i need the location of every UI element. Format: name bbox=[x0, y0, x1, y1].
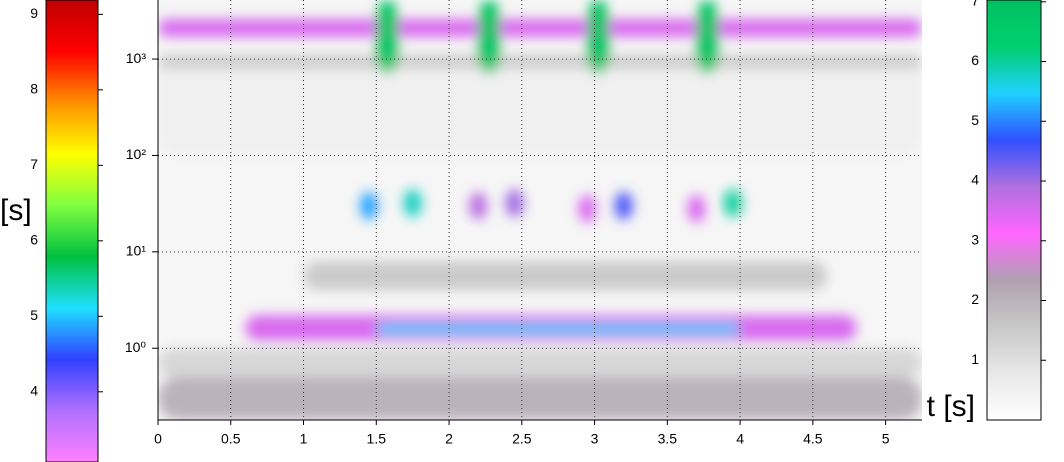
y-tick-label: 10⁰ bbox=[125, 339, 147, 355]
x-tick-label: 2 bbox=[445, 431, 453, 447]
colorbar-tick-label: 6 bbox=[30, 232, 38, 248]
colorbar-tick-label: 2 bbox=[971, 291, 979, 307]
spot bbox=[578, 194, 597, 223]
colorbar-label: t [s] bbox=[927, 390, 975, 423]
colorbar-tick-label: 7 bbox=[971, 0, 979, 8]
colorbar-tick-label: 5 bbox=[971, 112, 979, 128]
band bbox=[696, 0, 719, 74]
x-tick-label: 0.5 bbox=[221, 431, 241, 447]
colorbar-label: [s] bbox=[0, 194, 32, 227]
colorbar-tick-label: 3 bbox=[971, 231, 979, 247]
spot bbox=[614, 191, 633, 220]
x-tick-label: 2.5 bbox=[512, 431, 532, 447]
colorbar bbox=[45, 0, 99, 462]
spot bbox=[403, 189, 422, 218]
spot bbox=[360, 191, 379, 220]
band bbox=[376, 0, 399, 74]
colorbar-tick-label: 6 bbox=[971, 52, 979, 68]
colorbar-tick-label: 7 bbox=[30, 156, 38, 172]
colorbar-tick-label: 1 bbox=[971, 351, 979, 367]
colorbar-tick-label: 4 bbox=[30, 382, 38, 398]
x-tick-label: 1.5 bbox=[367, 431, 387, 447]
band bbox=[158, 348, 922, 378]
band bbox=[158, 19, 922, 37]
heat-layer bbox=[158, 0, 922, 420]
colorbar-tick-label: 4 bbox=[971, 172, 979, 188]
x-tick-label: 3 bbox=[591, 431, 599, 447]
y-tick-label: 10¹ bbox=[126, 243, 147, 259]
spot bbox=[469, 191, 488, 220]
heatmap bbox=[158, 0, 922, 420]
colorbar-tick-label: 8 bbox=[30, 81, 38, 97]
colorbar-tick-label: 9 bbox=[30, 5, 38, 21]
x-tick-label: 0 bbox=[154, 431, 162, 447]
spot bbox=[505, 189, 524, 218]
x-tick-label: 4 bbox=[736, 431, 744, 447]
colorbar bbox=[986, 0, 1042, 421]
colorbar-tick-label: 5 bbox=[30, 307, 38, 323]
band bbox=[303, 261, 828, 291]
band bbox=[478, 0, 500, 74]
y-tick-label: 10² bbox=[126, 146, 147, 162]
x-tick-label: 4.5 bbox=[803, 431, 823, 447]
band bbox=[587, 0, 610, 74]
spot bbox=[723, 189, 742, 218]
y-tick-label: 10³ bbox=[126, 50, 147, 66]
axes: 0 0.5 1 1.5 2 2.5 3 3.5 4 4.5 5 10⁰ 10¹ 10² 10³ bbox=[125, 0, 922, 447]
band bbox=[158, 377, 922, 420]
spot bbox=[687, 194, 706, 223]
x-tick-label: 1 bbox=[300, 431, 308, 447]
band bbox=[376, 323, 741, 335]
x-tick-label: 5 bbox=[882, 431, 890, 447]
x-tick-label: 3.5 bbox=[658, 431, 678, 447]
band bbox=[158, 59, 922, 156]
band bbox=[158, 55, 922, 69]
